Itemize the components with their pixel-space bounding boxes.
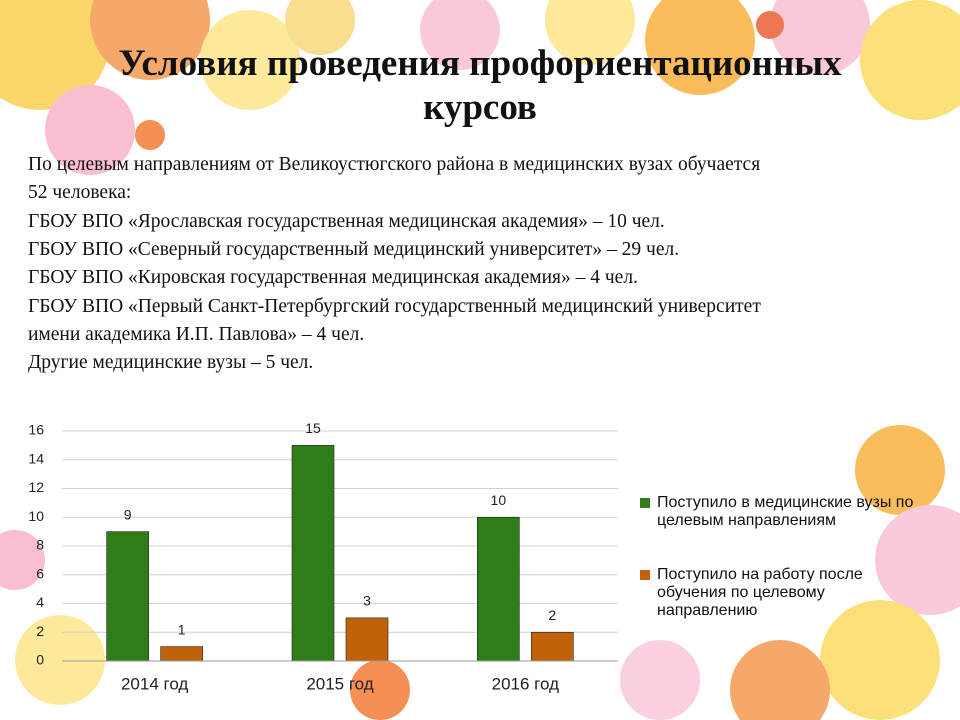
- text-line: 52 человека:: [28, 182, 132, 204]
- text-line: По целевым направлениям от Великоустюгск…: [28, 154, 761, 175]
- bar: [531, 631, 574, 662]
- legend-item: Поступило на работу после обучения по це…: [640, 566, 940, 620]
- data-label: 3: [363, 593, 371, 609]
- y-tick-label: 0: [36, 652, 44, 668]
- y-tick-label: 6: [36, 565, 44, 581]
- legend-swatch: [640, 498, 650, 508]
- slide-title: Условия проведения профориентационных: [118, 43, 842, 84]
- text-line: ГБОУ ВПО «Северный государственный медиц…: [28, 238, 680, 260]
- x-tick-label: 2016 год: [492, 674, 559, 693]
- y-tick-label: 10: [28, 508, 44, 524]
- text-line: имени академика И.П. Павлова» – 4 чел.: [28, 323, 365, 345]
- y-tick-label: 2: [36, 623, 44, 639]
- text-line: Другие медицинские вузы – 5 чел.: [28, 352, 314, 374]
- y-tick-label: 8: [36, 537, 44, 553]
- legend-label: Поступило в медицинские вузы по целевым …: [657, 494, 914, 529]
- bar: [291, 445, 335, 662]
- data-label: 10: [491, 492, 507, 508]
- y-tick-label: 4: [36, 594, 44, 610]
- legend-swatch: [640, 570, 650, 580]
- y-tick-label: 14: [28, 450, 44, 466]
- y-tick-label: 12: [28, 479, 44, 495]
- slide-title: курсов: [423, 87, 537, 128]
- bar: [160, 646, 203, 662]
- text-line: ГБОУ ВПО «Кировская государственная меди…: [28, 267, 638, 289]
- data-label: 1: [178, 621, 186, 637]
- bar: [477, 516, 520, 662]
- data-label: 2: [548, 607, 556, 623]
- text-line: ГБОУ ВПО «Первый Санкт-Петербургский гос…: [28, 295, 761, 317]
- bar: [106, 531, 149, 662]
- text-line: ГБОУ ВПО «Ярославская государственная ме…: [28, 210, 665, 232]
- legend-label: Поступило на работу после обучения по це…: [657, 566, 863, 619]
- x-tick-label: 2015 год: [306, 674, 373, 693]
- bar: [345, 617, 389, 662]
- x-tick-label: 2014 год: [121, 674, 188, 693]
- y-tick-label: 16: [28, 422, 44, 438]
- data-label: 9: [124, 506, 132, 522]
- legend-item: Поступило в медицинские вузы по целевым …: [640, 494, 940, 530]
- data-label: 15: [305, 420, 321, 436]
